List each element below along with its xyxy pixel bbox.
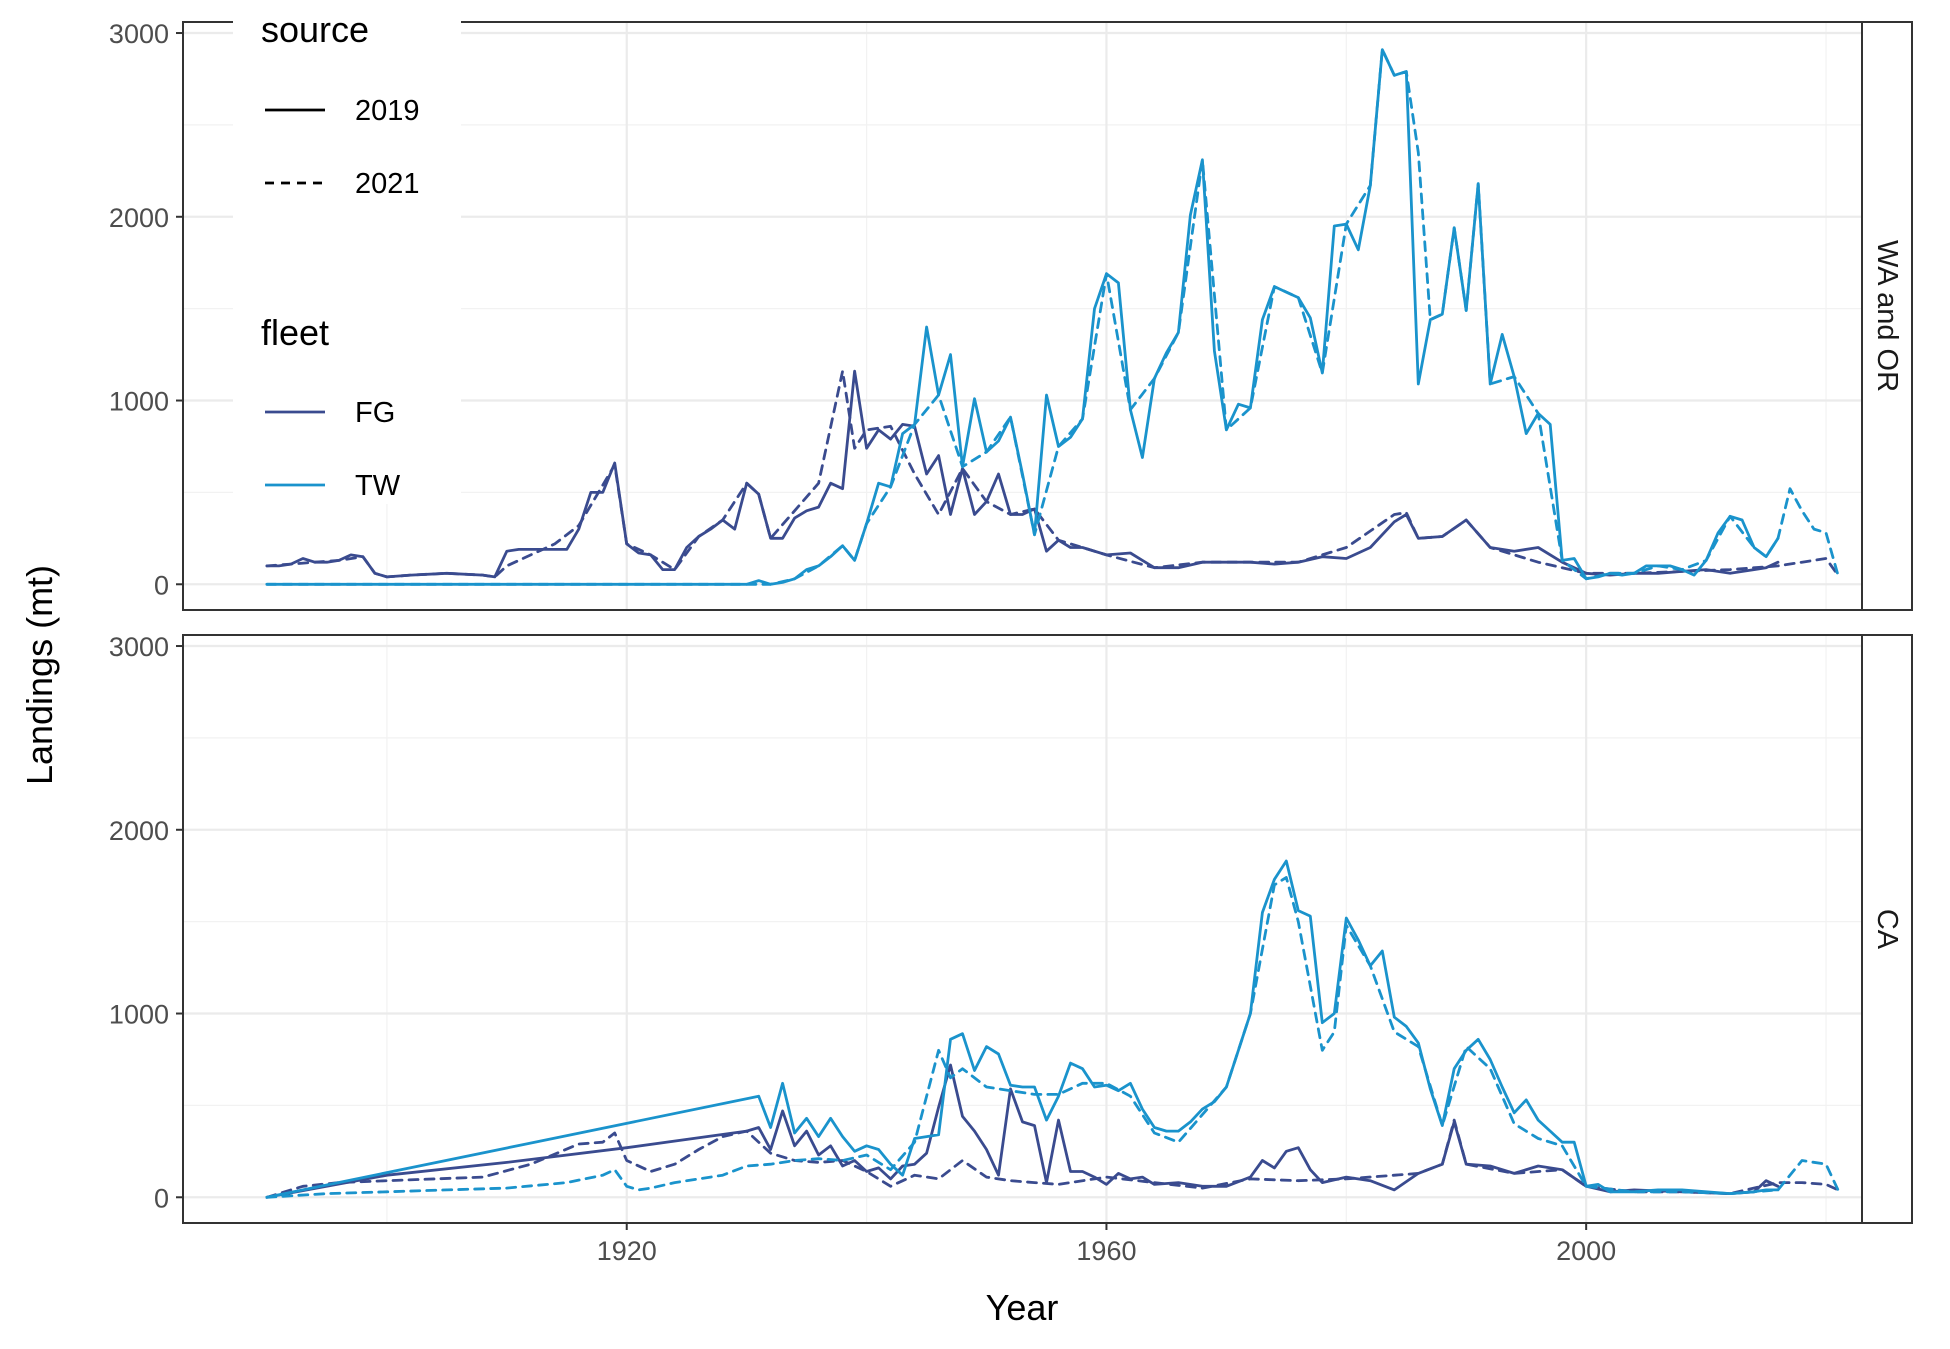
x-tick-label: 1920 <box>597 1236 657 1266</box>
strip-label-ca: CA <box>1871 909 1903 950</box>
y-tick-label: 3000 <box>109 632 169 662</box>
x-tick-label: 2000 <box>1556 1236 1616 1266</box>
series-wa-and-or-fg-2021 <box>265 369 1840 579</box>
y-tick-label: 2000 <box>109 816 169 846</box>
y-tick-label: 0 <box>154 1183 169 1213</box>
series-ca-fg-2019 <box>265 1063 1780 1199</box>
y-axis-title: Landings (mt) <box>19 565 60 785</box>
y-tick-label: 2000 <box>109 203 169 233</box>
legend-background <box>233 14 461 504</box>
series-ca-tw-2021 <box>265 876 1840 1199</box>
series-ca-fg-2021 <box>265 1118 1840 1199</box>
y-tick-label: 1000 <box>109 1000 169 1030</box>
legend-source-title: source <box>261 9 369 50</box>
panel-wa-and-or: 0 1000 2000 3000 WA and OR <box>109 19 1913 611</box>
x-tick-label: 1960 <box>1076 1236 1136 1266</box>
legend-label-fg: FG <box>355 397 395 429</box>
strip-ca <box>1861 634 1913 1224</box>
y-tick-label: 0 <box>154 570 169 600</box>
panel-ca: 0 1000 2000 3000 CA <box>109 632 1913 1224</box>
y-tick-label: 1000 <box>109 387 169 417</box>
legend-label-tw: TW <box>355 470 401 502</box>
x-axis: 1920 1960 2000 <box>597 1223 1616 1266</box>
x-axis-title: Year <box>986 1287 1059 1328</box>
legend-label-2021: 2021 <box>355 168 420 200</box>
panels: 0 1000 2000 3000 WA and OR 0 1000 2000 3000 CA <box>109 19 1913 1224</box>
strip-label-wa-and-or: WA and OR <box>1871 240 1903 392</box>
legend: source 2019 2021 fleet FG TW <box>233 9 461 504</box>
series-wa-and-or-tw-2021 <box>265 48 1840 586</box>
strip-wa-and-or <box>1861 21 1913 611</box>
y-tick-label: 3000 <box>109 19 169 49</box>
panel-background-ca <box>183 635 1862 1223</box>
legend-fleet-title: fleet <box>261 312 329 353</box>
legend-label-2019: 2019 <box>355 95 420 127</box>
